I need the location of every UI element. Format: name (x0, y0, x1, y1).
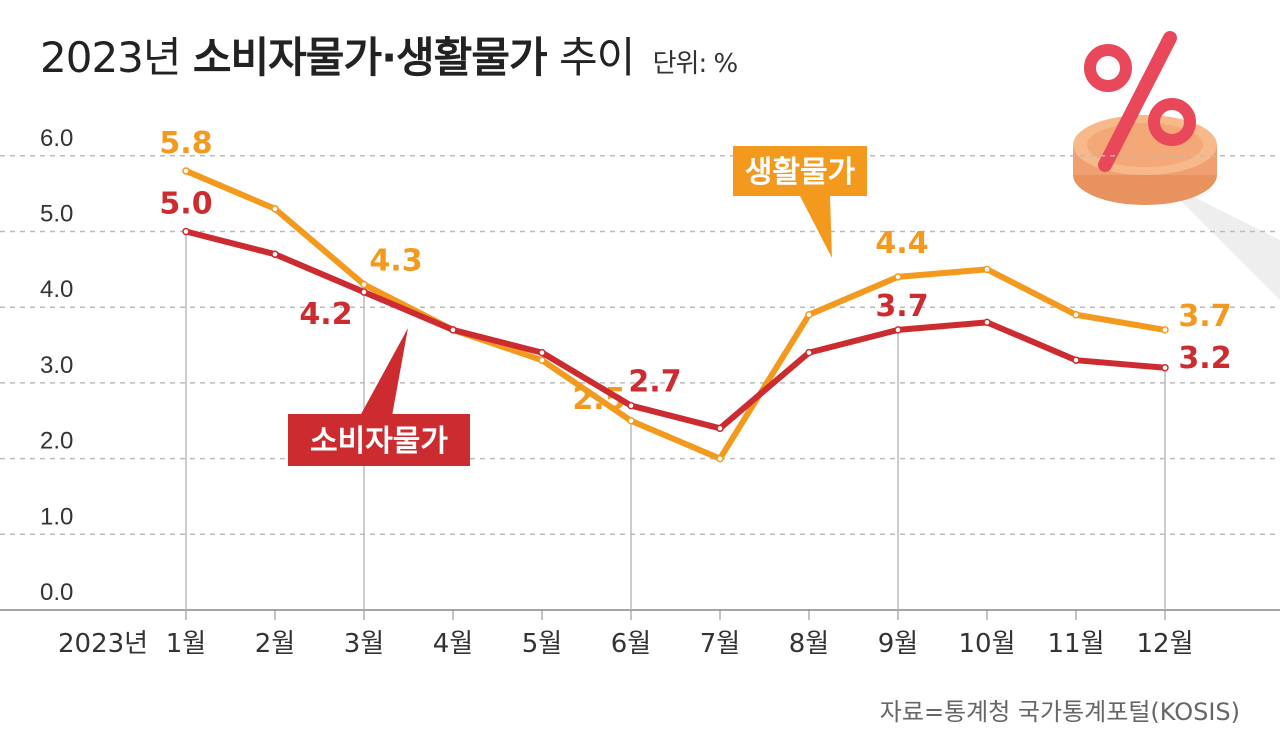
data-point (182, 167, 190, 175)
x-tick-label: 11월 (1047, 629, 1104, 659)
unit-label: 단위: % (652, 49, 739, 79)
data-point (1161, 326, 1169, 334)
y-tick-label: 0.0 (40, 579, 73, 606)
x-tick-label: 7월 (700, 629, 740, 659)
source-note: 자료=통계청 국가통계포털(KOSIS) (879, 698, 1240, 726)
data-point (716, 454, 724, 463)
data-label: 3.7 (1178, 299, 1231, 334)
x-tick-label: 4월 (433, 629, 473, 659)
y-tick-label: 1.0 (40, 503, 73, 530)
data-point (271, 205, 279, 213)
data-point (1072, 311, 1080, 319)
data-point (983, 265, 991, 274)
data-label: 4.3 (369, 243, 422, 278)
data-point (449, 326, 457, 334)
data-point (627, 401, 635, 410)
series-line-consumer (185, 228, 1166, 432)
data-point (716, 424, 724, 433)
callout-pointer (360, 328, 408, 416)
data-label: 4.2 (299, 297, 352, 332)
data-point (1072, 356, 1080, 364)
x-tick-label: 2월 (255, 629, 295, 659)
data-point (538, 348, 546, 357)
data-point (360, 280, 368, 289)
data-point (894, 273, 902, 281)
legend-box-consumer (288, 414, 470, 466)
x-tick-label: 5월 (522, 629, 562, 659)
data-label: 5.0 (159, 187, 212, 222)
title-main: 소비자물가·생활물가 (192, 33, 548, 82)
data-point (805, 311, 813, 319)
data-point (805, 348, 813, 357)
x-tick-label: 3월 (344, 629, 384, 659)
percent-coin-icon (1073, 31, 1280, 300)
data-point (182, 227, 190, 236)
x-tick-label: 9월 (878, 629, 918, 659)
data-label: 2.7 (628, 365, 681, 400)
data-point (360, 288, 368, 296)
data-point (1161, 364, 1169, 372)
x-tick-label: 6월 (611, 629, 651, 659)
x-tick-label: 10월 (958, 629, 1015, 659)
y-tick-label: 4.0 (40, 276, 73, 303)
legend-box-living (733, 146, 867, 196)
title-prefix: 2023년 (40, 33, 182, 82)
callout-pointer (800, 196, 832, 258)
y-tick-label: 6.0 (40, 125, 73, 152)
series-line-living (184, 168, 1166, 462)
data-label: 3.2 (1178, 341, 1231, 376)
y-tick-label: 5.0 (40, 201, 73, 228)
data-point (894, 326, 902, 334)
data-point (983, 318, 991, 327)
data-label: 5.8 (159, 126, 212, 161)
x-tick-label: 12월 (1136, 629, 1193, 659)
data-label: 4.4 (875, 226, 928, 261)
legend-label-living: 생활물가 (745, 155, 856, 190)
legend-label-consumer: 소비자물가 (310, 424, 448, 459)
y-tick-label: 2.0 (40, 428, 73, 455)
data-point (627, 417, 635, 425)
x-tick-label: 1월 (166, 629, 206, 659)
y-tick-label: 3.0 (40, 352, 73, 379)
title-suffix: 추이 (558, 33, 635, 82)
data-point (271, 250, 279, 258)
x-axis-prefix: 2023년 (58, 629, 148, 659)
data-point (538, 356, 546, 364)
chart-title: 2023년 소비자물가·생활물가 추이 단위: % (40, 24, 739, 85)
data-label: 3.7 (875, 289, 928, 324)
x-tick-label: 8월 (789, 629, 829, 659)
